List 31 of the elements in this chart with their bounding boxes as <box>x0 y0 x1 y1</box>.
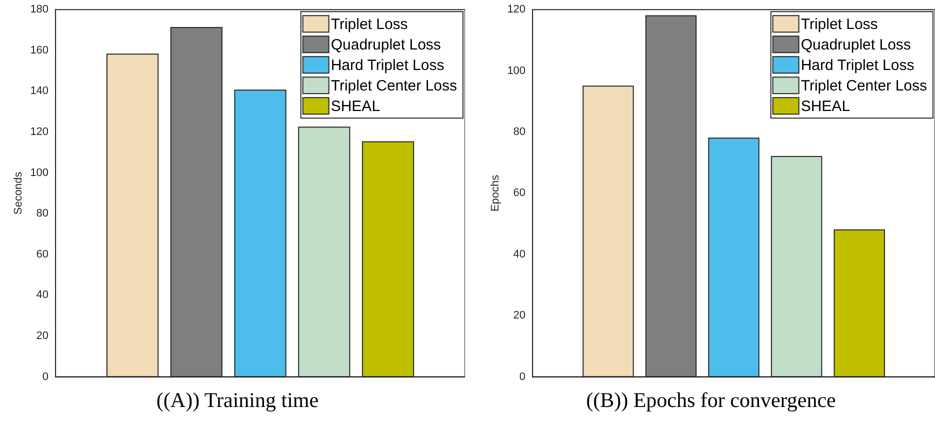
legend-label: SHEAL <box>330 98 380 115</box>
y-tick-label: 60 <box>36 248 49 260</box>
y-axis-title: Seconds <box>12 171 25 215</box>
y-tick-label: 20 <box>36 330 49 342</box>
text: ((A)) Training time <box>156 388 319 412</box>
y-tick-label: 120 <box>30 126 49 138</box>
y-tick-label: 100 <box>507 64 526 77</box>
legend-label: SHEAL <box>800 98 850 115</box>
legend-label: Hard Triplet Loss <box>800 56 914 74</box>
legend-label: Triplet Center Loss <box>330 77 458 94</box>
y-tick-label: 80 <box>36 208 49 220</box>
legend-label: Quadruplet Loss <box>800 36 911 54</box>
y-tick-label: 0 <box>519 370 526 383</box>
legend-label: Hard Triplet Loss <box>330 56 444 74</box>
y-tick-label: 40 <box>36 289 49 302</box>
y-tick-label: 40 <box>513 248 526 260</box>
y-tick-label: 20 <box>513 310 526 322</box>
y-tick-label: 60 <box>513 187 526 200</box>
legend-label: Quadruplet Loss <box>330 36 441 54</box>
y-axis-title: Epochs <box>490 174 502 212</box>
legend-label: Triplet Center Loss <box>800 77 928 94</box>
y-tick-label: 120 <box>507 4 526 16</box>
legend-label: Triplet Loss <box>330 16 408 33</box>
y-tick-label: 140 <box>30 85 49 98</box>
y-tick-label: 100 <box>30 166 49 179</box>
y-tick-label: 180 <box>30 4 49 16</box>
legend-label: Triplet Loss <box>800 16 878 33</box>
y-tick-label: 160 <box>30 44 49 56</box>
text: ((B)) Epochs for convergence <box>586 388 836 412</box>
y-tick-label: 80 <box>513 126 526 138</box>
y-tick-label: 0 <box>42 370 49 383</box>
